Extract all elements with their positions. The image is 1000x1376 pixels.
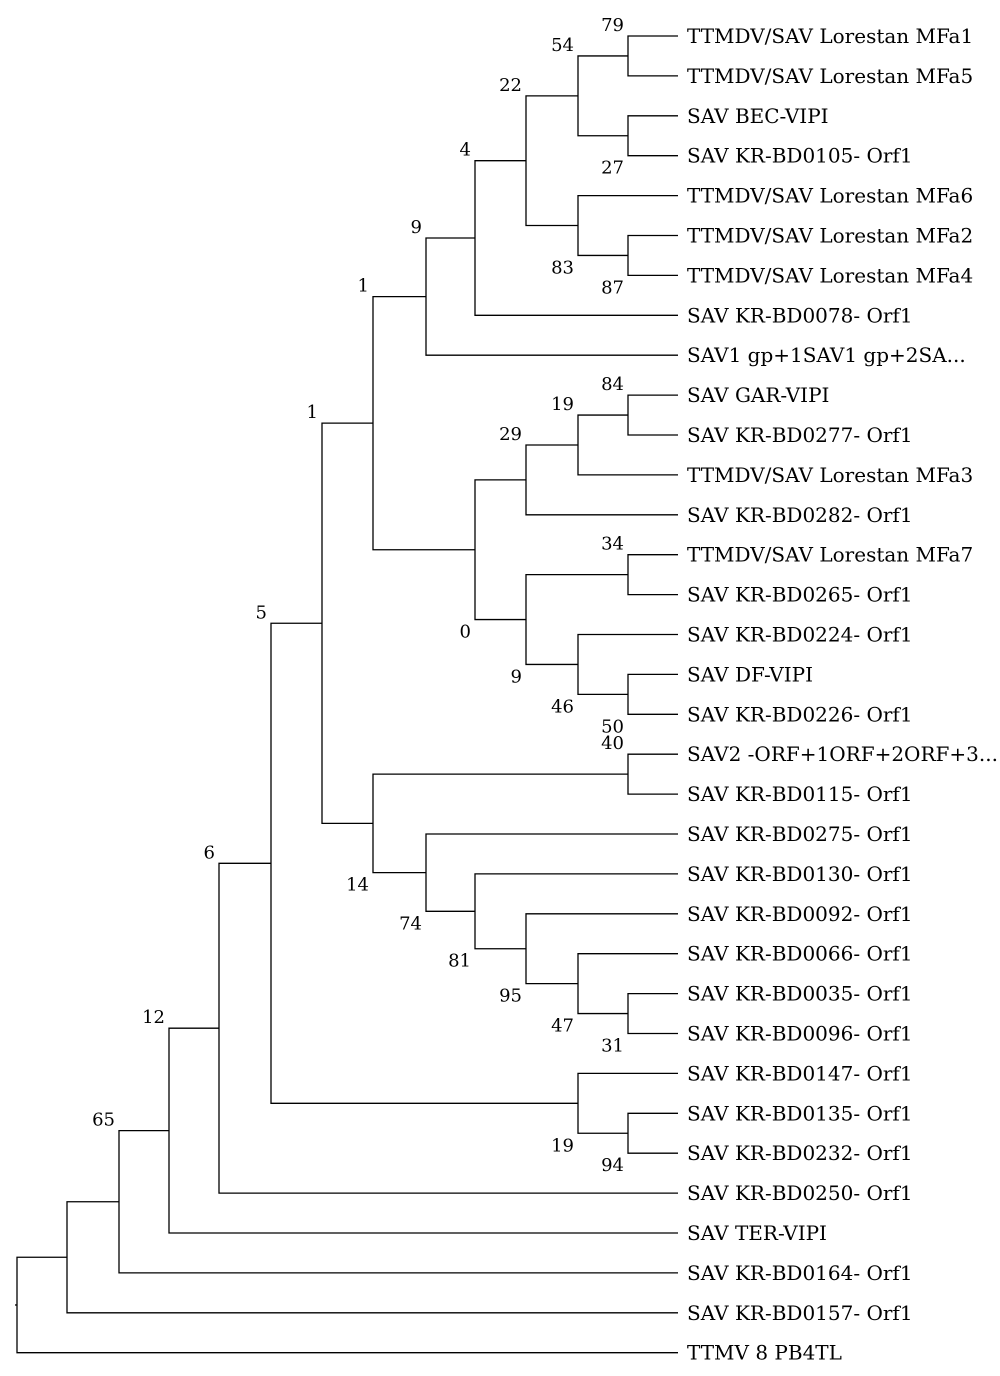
bootstrap-n26: 94 xyxy=(601,1155,624,1176)
branch-n17 xyxy=(372,295,475,551)
tip-label-t29: SAV KR-BD0232- Orf1 xyxy=(687,1141,913,1165)
tip-label-t7: TTMDV/SAV Lorestan MFa4 xyxy=(687,263,973,287)
branch-n25 xyxy=(321,422,373,825)
bootstrap-n14: 46 xyxy=(551,696,574,717)
tip-labels: TTMDV/SAV Lorestan MFa1 TTMDV/SAV Loresta… xyxy=(687,24,998,1365)
branch-n8 xyxy=(425,237,678,356)
tip-label-t11: SAV KR-BD0277- Orf1 xyxy=(687,423,913,447)
branch-n32 xyxy=(66,1201,678,1314)
branch-n13 xyxy=(627,673,678,715)
branch-n16 xyxy=(474,479,526,621)
tip-label-t1: TTMDV/SAV Lorestan MFa1 xyxy=(687,24,973,48)
bootstrap-n28: 5 xyxy=(256,602,267,623)
tip-label-t22: SAV KR-BD0130- Orf1 xyxy=(687,862,913,886)
bootstrap-n10: 19 xyxy=(551,394,574,415)
bootstrap-n6: 22 xyxy=(499,75,522,96)
tip-label-t10: SAV GAR-VIPI xyxy=(687,383,829,407)
tip-label-t28: SAV KR-BD0135- Orf1 xyxy=(687,1101,913,1125)
branch-n21 xyxy=(525,913,678,985)
branch-n7 xyxy=(474,160,678,316)
tip-label-t8: SAV KR-BD0078- Orf1 xyxy=(687,303,913,327)
bootstrap-n21: 95 xyxy=(499,986,522,1007)
tip-label-t21: SAV KR-BD0275- Orf1 xyxy=(687,822,913,846)
bootstrap-n7: 4 xyxy=(460,140,471,161)
branch-n2 xyxy=(627,115,678,157)
bootstrap-n8: 9 xyxy=(411,217,422,238)
bootstrap-n5: 83 xyxy=(551,257,574,278)
bootstrap-n1: 79 xyxy=(601,15,624,36)
branch-n29 xyxy=(218,862,678,1194)
bootstrap-n4: 87 xyxy=(601,277,624,298)
bootstrap-n25: 1 xyxy=(307,402,318,423)
branch-n24 xyxy=(372,773,628,874)
tip-label-t25: SAV KR-BD0035- Orf1 xyxy=(687,982,913,1006)
tip-label-t26: SAV KR-BD0096- Orf1 xyxy=(687,1022,913,1046)
bootstrap-n27: 19 xyxy=(551,1135,574,1156)
tip-label-t17: SAV DF-VIPI xyxy=(687,662,813,686)
branch-n23 xyxy=(425,833,678,912)
tip-label-t9: SAV1 gp+1SAV1 gp+2SA... xyxy=(687,343,966,367)
branch-n30 xyxy=(168,1027,678,1234)
bootstrap-n29: 6 xyxy=(204,842,215,863)
tip-label-t4: SAV KR-BD0105- Orf1 xyxy=(687,144,913,168)
tip-label-t13: SAV KR-BD0282- Orf1 xyxy=(687,503,913,527)
branch-n6 xyxy=(525,95,578,227)
branch-n22 xyxy=(474,873,678,950)
bootstrap-n30: 12 xyxy=(142,1007,165,1028)
branch-n9 xyxy=(627,394,678,436)
tip-label-t12: TTMDV/SAV Lorestan MFa3 xyxy=(687,463,973,487)
branch-n11 xyxy=(525,444,678,516)
bootstrap-n24: 14 xyxy=(346,875,369,896)
bootstrap-n23: 74 xyxy=(399,913,422,934)
tip-label-t14: TTMDV/SAV Lorestan MFa7 xyxy=(687,543,973,567)
branch-n1 xyxy=(627,35,678,77)
branch-n15 xyxy=(525,574,628,666)
tip-label-t34: TTMV 8 PB4TL xyxy=(687,1341,842,1365)
tip-label-t15: SAV KR-BD0265- Orf1 xyxy=(687,583,913,607)
branch-n4 xyxy=(627,234,678,277)
bootstrap-n2: 27 xyxy=(601,158,624,179)
branch-n18 xyxy=(627,753,678,795)
tip-label-t27: SAV KR-BD0147- Orf1 xyxy=(687,1061,913,1085)
branch-n19 xyxy=(627,992,678,1035)
tip-label-t16: SAV KR-BD0224- Orf1 xyxy=(687,623,913,647)
bootstrap-n9: 84 xyxy=(601,374,624,395)
bootstrap-n20: 47 xyxy=(551,1016,574,1037)
tip-label-t24: SAV KR-BD0066- Orf1 xyxy=(687,942,913,966)
branch-n3 xyxy=(577,55,628,137)
branch-n12 xyxy=(627,554,678,596)
branch-n31 xyxy=(118,1129,678,1274)
bootstrap-n17: 1 xyxy=(358,276,369,297)
branch-n28 xyxy=(270,622,578,1104)
tip-label-t2: TTMDV/SAV Lorestan MFa5 xyxy=(687,64,973,88)
tip-label-t20: SAV KR-BD0115- Orf1 xyxy=(687,782,913,806)
bootstrap-n22: 81 xyxy=(448,951,471,972)
tip-label-t32: SAV KR-BD0164- Orf1 xyxy=(687,1261,913,1285)
branch-n26 xyxy=(627,1112,678,1154)
bootstrap-n18: 40 xyxy=(601,733,624,754)
tip-label-t31: SAV TER-VIPI xyxy=(687,1221,827,1245)
bootstrap-n16: 0 xyxy=(460,622,471,643)
bootstrap-n13: 50 xyxy=(601,716,624,737)
tip-label-t18: SAV KR-BD0226- Orf1 xyxy=(687,702,913,726)
bootstrap-n11: 29 xyxy=(499,424,522,445)
tip-label-t23: SAV KR-BD0092- Orf1 xyxy=(687,902,913,926)
bootstrap-n19: 31 xyxy=(601,1036,624,1057)
bootstrap-n3: 54 xyxy=(551,35,574,56)
branch-root xyxy=(16,1256,678,1354)
tip-label-t19: SAV2 -ORF+1ORF+2ORF+3... xyxy=(687,742,998,766)
bootstrap-labels: 79 27 54 87 83 22 4 9 84 19 29 34 50 46 9 0 1 40 31 47 95 81 7… xyxy=(92,15,624,1176)
tip-label-t6: TTMDV/SAV Lorestan MFa2 xyxy=(687,224,973,248)
tip-label-t3: SAV BEC-VIPI xyxy=(687,104,829,128)
bootstrap-n12: 34 xyxy=(601,534,624,555)
tree-branches xyxy=(15,35,678,1354)
bootstrap-n15: 9 xyxy=(511,666,522,687)
tip-label-t30: SAV KR-BD0250- Orf1 xyxy=(687,1181,913,1205)
bootstrap-n31: 65 xyxy=(92,1110,115,1131)
tip-label-t33: SAV KR-BD0157- Orf1 xyxy=(687,1301,913,1325)
tip-label-t5: TTMDV/SAV Lorestan MFa6 xyxy=(687,184,973,208)
